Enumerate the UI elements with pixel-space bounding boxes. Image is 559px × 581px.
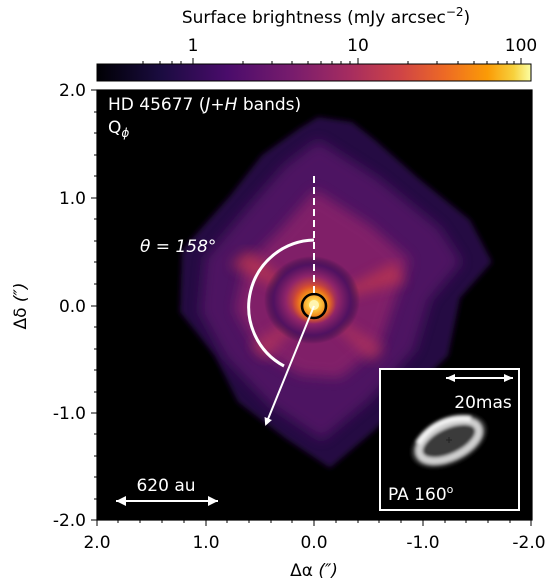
colorbar-tick-label: 10 bbox=[347, 36, 369, 56]
position-angle-arrow bbox=[264, 305, 315, 426]
x-tick-label: -2.0 bbox=[512, 533, 545, 553]
axis-ticks bbox=[91, 89, 532, 526]
y-tick-label: 1.0 bbox=[59, 189, 86, 209]
colorbar-label: Surface brightness (mJy arcsec−2) bbox=[182, 5, 470, 28]
plot-area: θ = 158° HD 45677 (J+H bands) Qϕ 620 au bbox=[96, 89, 533, 521]
y-tick-label: -1.0 bbox=[53, 404, 86, 424]
coronagraph-mask-marker bbox=[300, 292, 328, 320]
colorbar-tick-label: 1 bbox=[188, 36, 199, 56]
colorbar-tick-label: 100 bbox=[505, 36, 537, 56]
position-angle-arc bbox=[247, 238, 315, 368]
y-tick-label: -2.0 bbox=[53, 511, 86, 531]
y-axis-label: Δδ (″) bbox=[11, 282, 31, 329]
x-axis-label: Δα (″) bbox=[290, 561, 338, 581]
panel-title: HD 45677 (J+H bands) bbox=[108, 95, 301, 115]
x-tick-label: 2.0 bbox=[83, 533, 110, 553]
inset-pa-label: PA 160o bbox=[388, 483, 454, 505]
y-tick-label: 2.0 bbox=[59, 81, 86, 101]
panel-subtitle: Qϕ bbox=[108, 118, 129, 140]
inset-scale-label: 20mas bbox=[454, 393, 512, 413]
theta-label: θ = 158° bbox=[140, 237, 216, 257]
scale-bar bbox=[116, 496, 218, 506]
x-tick-label: 1.0 bbox=[192, 533, 219, 553]
y-tick-label: 0.0 bbox=[59, 297, 86, 317]
x-tick-label: -1.0 bbox=[406, 533, 439, 553]
colorbar bbox=[96, 58, 532, 82]
scale-bar-label: 620 au bbox=[136, 476, 195, 496]
model-inset bbox=[379, 368, 520, 511]
x-tick-label: 0.0 bbox=[300, 533, 327, 553]
